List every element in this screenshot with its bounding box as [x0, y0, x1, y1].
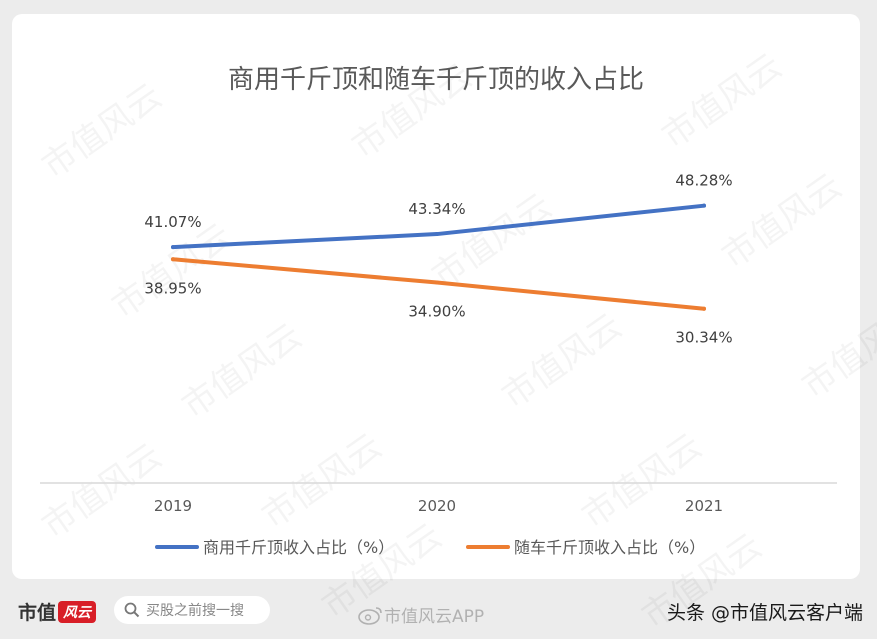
chart-card: 市值风云市值风云市值风云市值风云市值风云市值风云市值风云市值风云市值风云市值风云…	[12, 14, 877, 637]
data-point	[171, 257, 175, 262]
weibo-watermark: 市值风云APP	[358, 602, 484, 627]
toutiao-attribution: 头条 @市值风云客户端	[666, 602, 863, 624]
legend-label: 随车千斤顶收入占比（%）	[514, 538, 705, 557]
weibo-text: 市值风云APP	[384, 607, 485, 627]
data-label: 48.28%	[675, 172, 732, 190]
brand-text: 市值	[18, 602, 57, 624]
data-label: 43.34%	[408, 200, 465, 218]
weibo-icon	[358, 606, 382, 625]
x-tick-label: 2019	[154, 497, 192, 515]
chart-title: 商用千斤顶和随车千斤顶的收入占比	[228, 65, 644, 95]
search-icon	[124, 602, 140, 618]
brand-logo[interactable]: 市值 风云	[18, 598, 97, 625]
x-tick-label: 2020	[418, 497, 456, 515]
data-point	[171, 245, 175, 250]
search-box[interactable]: 买股之前搜一搜	[114, 596, 270, 624]
line-chart: 商用千斤顶和随车千斤顶的收入占比 2019 2020 2021 41.07% 43.34%…	[40, 65, 837, 557]
brand-logo-badge: 风云	[58, 600, 97, 623]
footer-bar: 市值 风云 买股之前搜一搜 市值风云APP 头条 @市值风云客户端	[0, 579, 877, 639]
series-line-2	[171, 257, 706, 311]
x-tick-label: 2021	[685, 497, 723, 515]
data-point	[702, 306, 706, 311]
data-label: 30.34%	[675, 329, 732, 347]
data-point	[702, 203, 706, 208]
data-label: 41.07%	[144, 213, 201, 231]
data-label: 38.95%	[144, 279, 201, 297]
data-label: 34.90%	[408, 303, 465, 321]
search-placeholder: 买股之前搜一搜	[146, 603, 244, 619]
data-point	[435, 232, 439, 237]
legend-label: 商用千斤顶收入占比（%）	[203, 538, 394, 557]
data-point	[435, 280, 439, 285]
